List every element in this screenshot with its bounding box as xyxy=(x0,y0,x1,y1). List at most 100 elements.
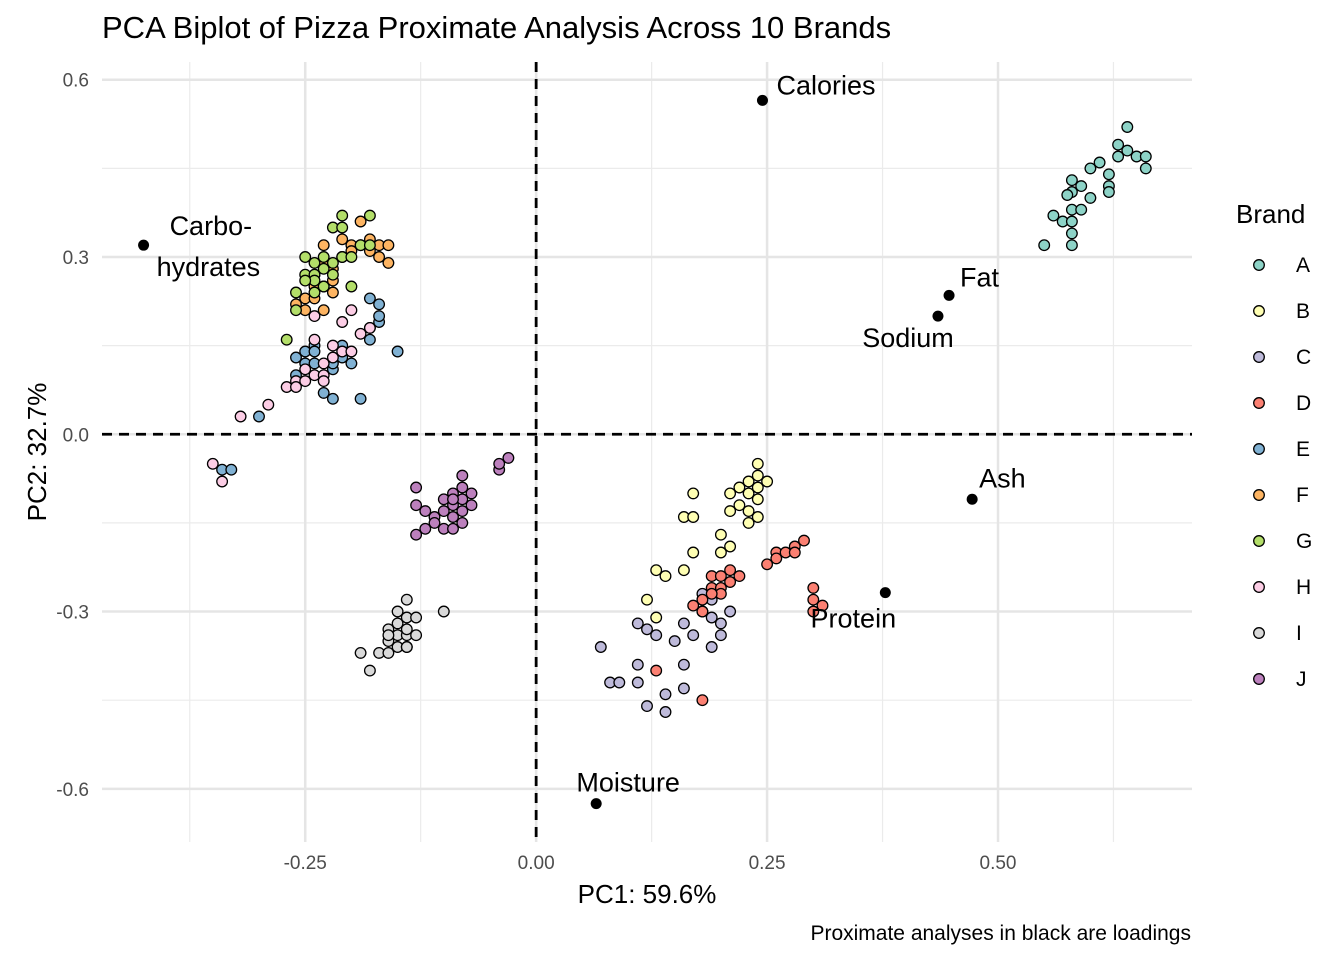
point-brand-E xyxy=(308,345,321,358)
point-brand-J xyxy=(410,481,423,494)
point-brand-C xyxy=(687,629,700,642)
point-brand-H xyxy=(290,381,302,393)
point-brand-B xyxy=(742,516,755,529)
point-brand-E xyxy=(345,357,358,370)
point-brand-D xyxy=(696,593,709,606)
x-axis-label: PC1: 59.6% xyxy=(578,879,717,909)
point-brand-C xyxy=(668,635,681,648)
point-brand-H xyxy=(206,457,219,470)
point-brand-I xyxy=(410,629,423,642)
legend-label-G: G xyxy=(1296,530,1312,553)
point-brand-A xyxy=(1075,203,1088,216)
point-brand-J xyxy=(456,469,469,482)
point-brand-C xyxy=(613,676,626,689)
point-brand-C xyxy=(705,641,718,653)
legend-label-A: A xyxy=(1296,254,1310,277)
loading-point xyxy=(943,289,955,301)
legend-key-C xyxy=(1253,351,1265,363)
point-brand-G xyxy=(345,280,358,293)
loading-point xyxy=(138,239,150,251)
point-brand-F xyxy=(336,233,349,246)
point-brand-E xyxy=(363,333,376,346)
loading-point xyxy=(932,310,944,322)
point-brand-G xyxy=(326,268,339,281)
point-brand-C xyxy=(677,682,690,695)
legend-label-B: B xyxy=(1296,300,1310,323)
point-brand-D xyxy=(788,546,801,559)
reference-lines xyxy=(102,62,1192,842)
point-brand-I xyxy=(400,623,413,636)
point-brand-A xyxy=(1047,209,1060,222)
legend-key-A xyxy=(1253,259,1265,271)
point-brand-B xyxy=(677,564,690,577)
point-brand-B xyxy=(687,546,700,559)
point-brand-B xyxy=(742,475,755,488)
point-brand-H xyxy=(317,357,330,370)
point-brand-G xyxy=(317,262,330,275)
point-brand-B xyxy=(650,564,663,577)
point-brand-C xyxy=(650,629,663,642)
point-brand-C xyxy=(641,700,653,713)
point-brand-A xyxy=(1065,239,1078,252)
point-brand-C xyxy=(705,611,718,624)
point-brand-G xyxy=(280,333,293,346)
point-brand-B xyxy=(751,493,764,506)
point-brand-J xyxy=(456,481,469,494)
point-brand-B xyxy=(733,499,746,512)
point-brand-J xyxy=(456,516,469,529)
point-brand-A xyxy=(1121,121,1134,133)
x-tick-label: 0.25 xyxy=(749,853,786,874)
loading-label: Calories xyxy=(776,70,875,100)
point-brand-J xyxy=(465,487,478,500)
point-brand-D xyxy=(724,576,737,588)
point-brand-J xyxy=(447,511,459,523)
point-brand-J xyxy=(493,457,506,470)
point-brand-G xyxy=(363,239,376,252)
point-brand-H xyxy=(262,398,275,411)
point-brand-C xyxy=(714,617,727,630)
point-brand-G xyxy=(290,286,302,299)
point-brand-G xyxy=(299,274,312,287)
loadings: Calories Carbo-hydrates Fat Sodium Ash Protei… xyxy=(138,70,1026,810)
point-brand-D xyxy=(807,605,820,618)
point-brand-D xyxy=(807,581,820,594)
point-brand-C xyxy=(677,617,690,630)
loading-point xyxy=(756,94,768,106)
legend-label-C: C xyxy=(1296,346,1311,369)
legend-key-E xyxy=(1253,443,1265,455)
point-brand-I xyxy=(363,664,376,677)
point-brand-H xyxy=(345,304,358,317)
loading-label: Ash xyxy=(979,463,1026,493)
loading-label: Carbo- xyxy=(170,211,253,241)
point-brand-G xyxy=(308,256,321,269)
point-brand-C xyxy=(631,676,644,689)
point-brand-H xyxy=(354,327,367,340)
grid xyxy=(102,62,1192,842)
legend-label-F: F xyxy=(1296,484,1309,507)
point-brand-B xyxy=(742,487,755,500)
point-brand-F xyxy=(326,286,339,299)
point-brand-B xyxy=(761,475,774,488)
point-brand-J xyxy=(456,505,469,518)
loading-label: hydrates xyxy=(157,252,261,282)
point-brand-H xyxy=(317,375,330,388)
point-brand-C xyxy=(631,658,644,671)
point-brand-E xyxy=(317,386,330,399)
point-brand-H xyxy=(299,363,312,376)
point-brand-H xyxy=(234,410,247,423)
point-brand-D xyxy=(724,564,737,577)
legend-label-I: I xyxy=(1296,622,1302,645)
point-brand-J xyxy=(428,516,441,529)
series-C xyxy=(594,587,737,718)
legend-key-G xyxy=(1253,535,1265,547)
point-brand-J xyxy=(447,522,459,535)
point-brand-J xyxy=(447,493,459,506)
point-brand-B xyxy=(650,611,663,624)
point-brand-B xyxy=(751,511,764,523)
point-brand-G xyxy=(336,209,349,222)
y-tick-label: 0.0 xyxy=(63,425,89,446)
legend-label-H: H xyxy=(1296,576,1311,599)
series-I xyxy=(354,593,450,677)
point-brand-H xyxy=(216,475,229,488)
